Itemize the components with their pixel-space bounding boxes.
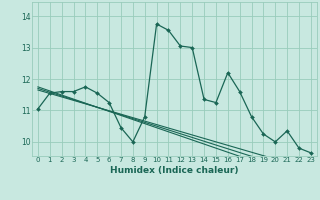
- X-axis label: Humidex (Indice chaleur): Humidex (Indice chaleur): [110, 166, 239, 175]
